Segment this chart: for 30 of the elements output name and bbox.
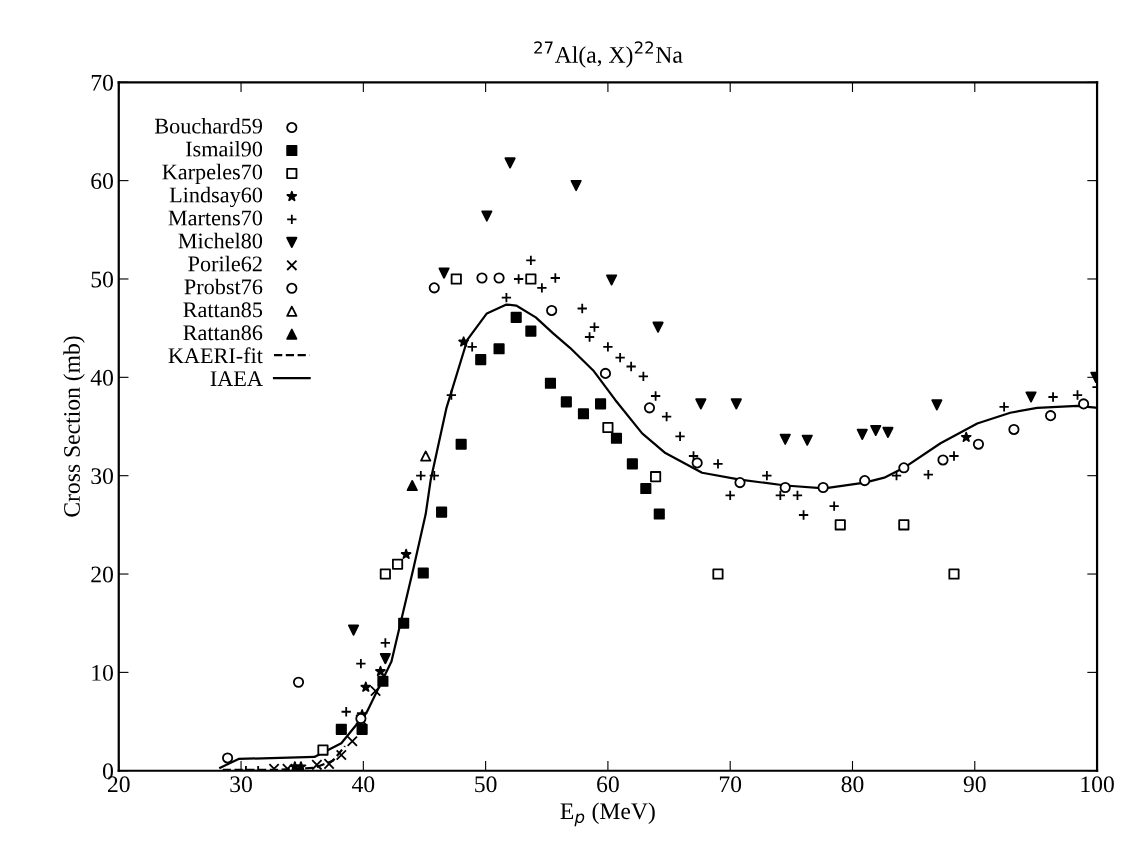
legend-label: Martens70 (168, 210, 263, 226)
x-tick-label: 30 (230, 776, 252, 793)
legend-label: Bouchard59 (154, 117, 263, 134)
y-tick-label: 50 (91, 271, 113, 288)
legend-label: Karpeles70 (162, 163, 263, 185)
legend-label: Michel80 (178, 232, 263, 249)
y-tick-label: 60 (91, 173, 113, 190)
legend-label: Rattan85 (183, 302, 263, 318)
legend-label: Ismail90 (185, 140, 263, 157)
legend-label: KAERI-fit (168, 347, 263, 364)
y-axis-title: Cross Section (mb) (63, 336, 85, 517)
chart-title: $^{27}$Al(a, X)$^{22}$Na (534, 41, 683, 68)
x-tick-label: 60 (597, 776, 619, 793)
y-tick-label: 20 (91, 566, 113, 583)
x-axis-title: E$_{p}$ (MeV) (560, 802, 655, 827)
legend-label: Rattan86 (183, 325, 263, 341)
legend-label: IAEA (210, 371, 263, 386)
legend-label: Probst76 (184, 278, 263, 295)
x-tick-label: 50 (475, 776, 497, 793)
y-tick-label: 70 (91, 74, 113, 91)
x-tick-label: 70 (719, 776, 742, 793)
x-tick-label: 40 (351, 776, 375, 793)
x-tick-label: 100 (1081, 776, 1114, 793)
y-tick-label: 40 (90, 369, 113, 386)
x-tick-label: 80 (841, 776, 864, 793)
y-tick-label: 30 (91, 468, 113, 485)
x-tick-label: 90 (963, 776, 986, 793)
legend-label: Lindsay60 (169, 186, 263, 208)
y-tick-label: 10 (92, 664, 113, 681)
legend-label: Porile62 (188, 255, 262, 272)
